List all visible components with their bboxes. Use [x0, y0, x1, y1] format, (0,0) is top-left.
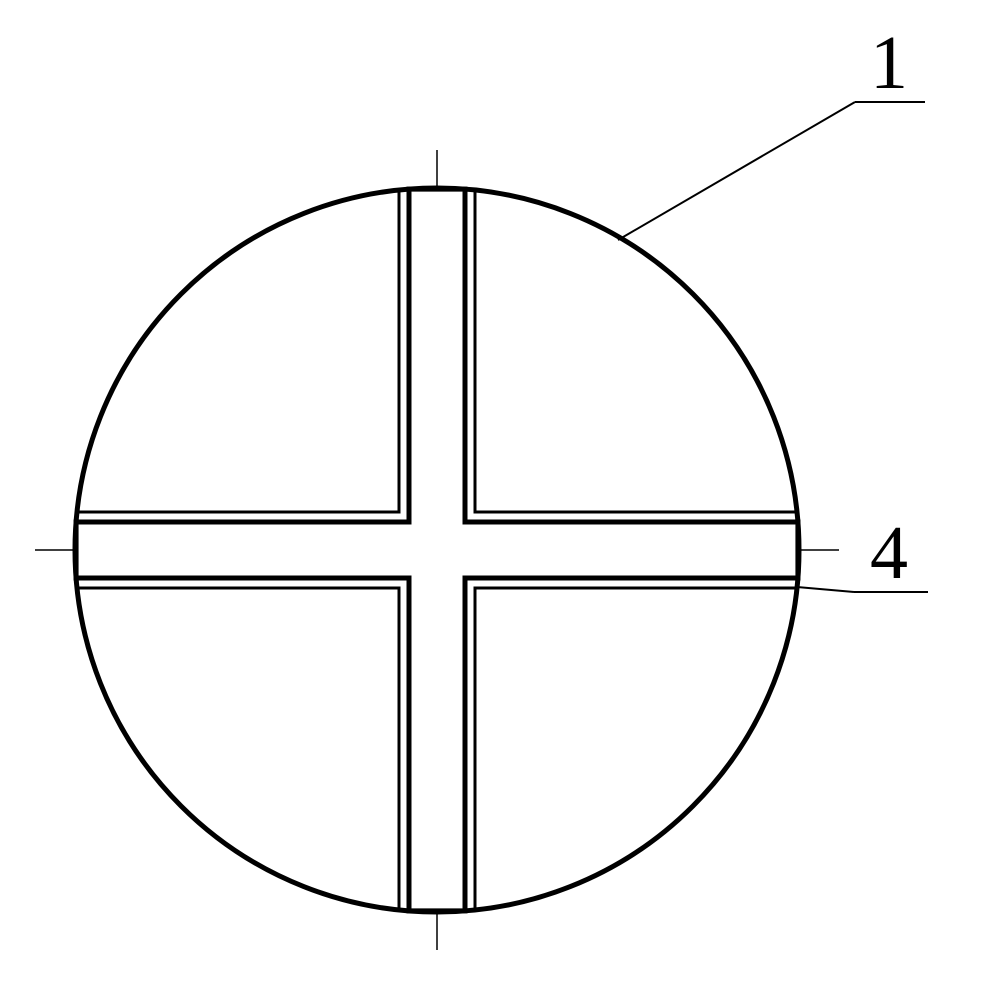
inner-corner-bl — [77, 588, 399, 910]
callout-label-4: 4 — [870, 515, 908, 591]
cross-channel-outline — [76, 189, 798, 911]
diagram-svg — [0, 0, 1000, 984]
callout-label-1: 1 — [870, 25, 908, 101]
inner-corner-tr — [475, 190, 797, 512]
inner-corner-tl — [77, 190, 399, 512]
inner-corner-br — [475, 588, 797, 910]
diagram-stage: 1 4 — [0, 0, 1000, 984]
callout-leader-1 — [618, 102, 855, 240]
callout-leader-4 — [797, 587, 854, 592]
